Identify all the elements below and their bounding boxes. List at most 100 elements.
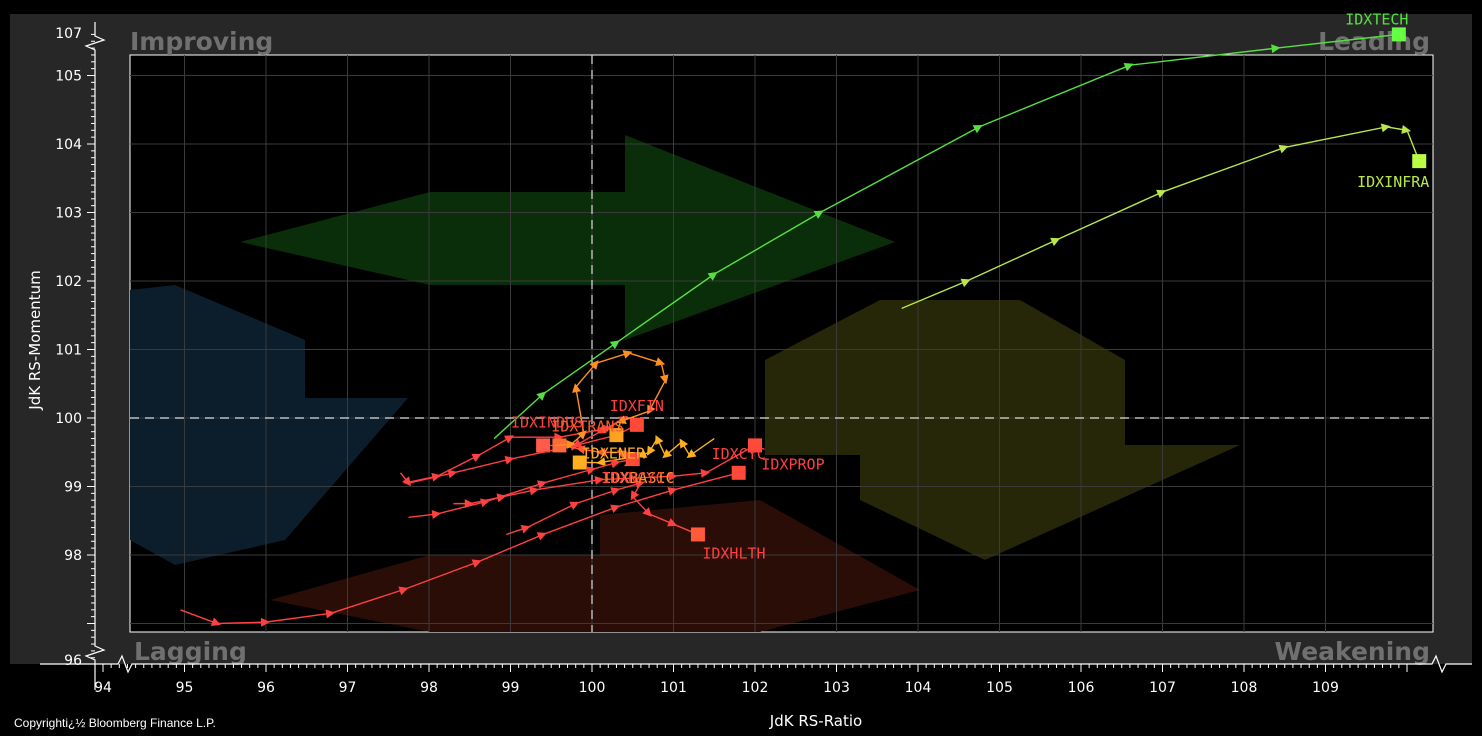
series-label: IDXINDUS <box>511 413 583 431</box>
x-tick-label: 109 <box>1312 680 1339 696</box>
trail-point <box>536 480 547 489</box>
trail-point <box>659 374 669 385</box>
series-trail <box>180 472 739 625</box>
rotation-arrows <box>130 135 1240 632</box>
series-label: IDXBASIC <box>602 469 674 487</box>
x-tick-label: 100 <box>579 680 606 696</box>
quadrant-label-improving: Improving <box>130 27 273 56</box>
trail-point <box>707 271 718 281</box>
x-axis-line <box>40 654 1472 674</box>
series-label: IDXNCYC <box>601 469 664 487</box>
y-tick-label: 99 <box>64 480 82 496</box>
trail-point <box>667 518 678 527</box>
leading-to-weakening-arrow <box>765 300 1240 560</box>
series-idxindus <box>404 415 628 484</box>
center-lines <box>130 55 1433 632</box>
trail-point <box>536 532 547 541</box>
trail-point <box>960 278 971 288</box>
series-label: IDXFIN <box>610 397 664 415</box>
series-label: IDXHLTH <box>702 544 765 562</box>
trail-point <box>634 480 645 489</box>
series-head-marker <box>690 527 705 542</box>
series-layer <box>180 27 1427 627</box>
trail-point <box>594 475 605 485</box>
y-tick-label: 102 <box>55 274 82 290</box>
x-tick-label: 105 <box>986 680 1013 696</box>
trail-point <box>480 498 490 508</box>
trail-point <box>1401 125 1411 134</box>
trail-point <box>647 445 656 456</box>
trail-point <box>1123 62 1134 72</box>
series-labels: IDXTECH IDXINFRA IDXINDUS IDXFIN IDXTRANS IDX… <box>511 10 1429 562</box>
improving-to-leading-arrow <box>240 135 895 340</box>
series-head-marker <box>1412 154 1427 169</box>
x-tick-label: 108 <box>1231 680 1258 696</box>
lagging-to-improving-arrow <box>130 285 408 565</box>
trail-point <box>617 450 628 459</box>
y-tick-label: 107 <box>55 26 82 42</box>
trail-point <box>596 457 606 467</box>
x-tick-label: 106 <box>1068 680 1095 696</box>
trail-point <box>610 504 621 514</box>
trail-point <box>447 469 458 479</box>
trail-point <box>529 486 539 496</box>
trail-point <box>585 466 596 476</box>
trail-point <box>471 453 482 462</box>
copyright-text: Copyrighti¿½ Bloomberg Finance L.P. <box>14 716 216 730</box>
trail-point <box>686 449 697 458</box>
quadrant-label-lagging: Lagging <box>134 637 247 666</box>
trail-point <box>1278 144 1289 154</box>
series-head-marker <box>629 417 644 432</box>
series-idxncyc <box>408 452 640 519</box>
y-tick-label: 101 <box>55 343 82 359</box>
x-tick-label: 95 <box>176 680 194 696</box>
trail-point <box>679 438 689 449</box>
trail-point <box>667 487 678 496</box>
x-tick-label: 102 <box>742 680 769 696</box>
trail-point <box>596 425 607 434</box>
series-head-marker <box>572 455 587 470</box>
series-idxhlth <box>506 480 705 542</box>
trail-point <box>520 524 531 534</box>
trail-point <box>630 490 640 501</box>
trail-point <box>610 487 621 496</box>
series-head-marker <box>609 428 624 443</box>
x-axis-title: JdK RS-Ratio <box>769 712 862 730</box>
x-tick-label: 96 <box>257 680 275 696</box>
trail-point <box>572 383 582 393</box>
trail-point <box>596 447 606 457</box>
trail-point <box>398 586 409 596</box>
trail-point <box>575 445 586 455</box>
x-tick-label: 107 <box>1149 680 1176 696</box>
trail-point <box>610 459 621 469</box>
trail-point <box>609 340 620 350</box>
series-idxprop <box>453 438 762 509</box>
y-axis-title: JdK RS-Momentum <box>26 270 44 410</box>
series-head-marker <box>748 438 762 453</box>
trail-point <box>577 430 587 440</box>
trail-point <box>622 350 633 359</box>
trail-point <box>504 455 515 465</box>
trail-point <box>668 471 678 481</box>
trail-point <box>431 510 442 519</box>
series-head-marker <box>536 438 551 453</box>
trail-point <box>569 501 580 510</box>
series-idxbasic <box>555 350 669 449</box>
series-idxinfra <box>901 123 1427 310</box>
trail-point <box>655 357 666 366</box>
x-tick-label: 98 <box>420 680 438 696</box>
trail-point <box>700 468 711 478</box>
series-label: IDXPROP <box>761 455 824 473</box>
series-idxcyc <box>180 465 746 627</box>
trail-point <box>616 415 627 424</box>
trail-point <box>589 360 599 370</box>
trail-point <box>210 617 221 626</box>
y-tick-label: 104 <box>55 137 82 153</box>
quadrant-label-weakening: Weakening <box>1275 637 1430 666</box>
trail-point <box>471 559 482 568</box>
y-axis-line <box>84 22 106 690</box>
series-idxtech <box>493 27 1406 440</box>
series-idxener <box>572 434 715 470</box>
